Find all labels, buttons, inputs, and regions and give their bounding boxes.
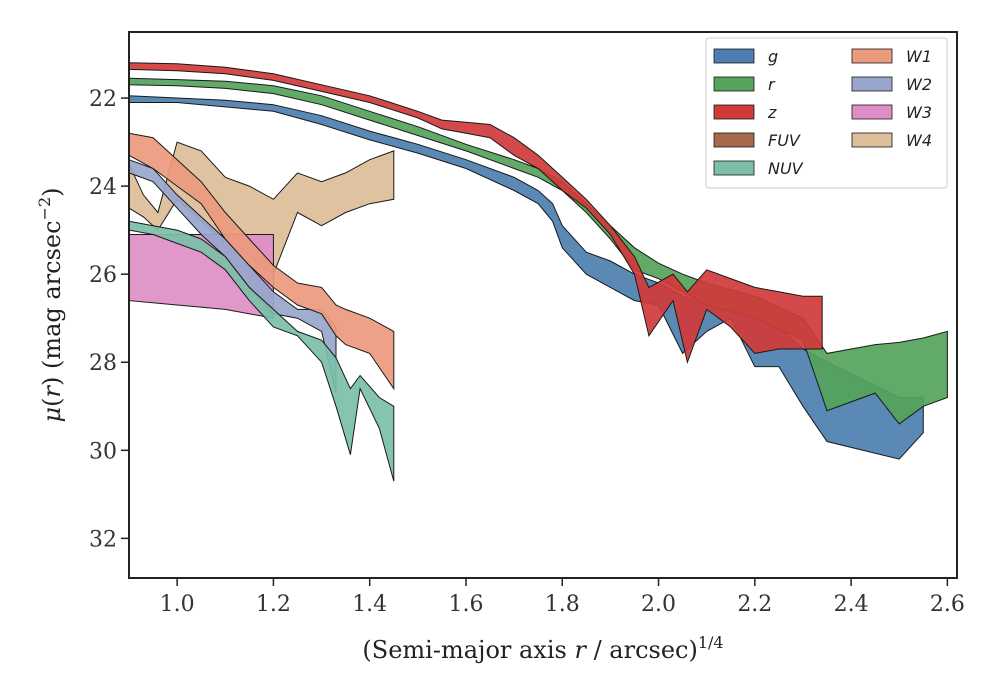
legend-label-z: z (767, 103, 777, 122)
band-layer (128, 62, 948, 482)
y-tick-label: 28 (89, 351, 117, 376)
y-tick-label: 32 (89, 527, 117, 552)
band-r (128, 77, 948, 425)
legend-label-w3: W3 (906, 103, 932, 122)
legend: grz FUV NUV W1 W2 W3 W4 (705, 37, 948, 189)
legend-label-w4: W4 (906, 131, 932, 150)
legend-swatch-w2 (851, 76, 893, 92)
x-tick-label: 1.4 (352, 592, 387, 617)
x-tick-label: 2.2 (737, 592, 772, 617)
legend-label-w1: W1 (906, 47, 932, 66)
x-tick-label: 1.6 (448, 592, 483, 617)
x-tick-label: 2.0 (641, 592, 676, 617)
legend-swatch-nuv (713, 160, 755, 176)
y-axis-label: μ(r) (mag arcsec−2) (35, 187, 66, 422)
legend-swatch-r (713, 76, 755, 92)
band-nuv (128, 220, 395, 482)
legend-label-fuv: FUV (768, 131, 801, 150)
plot-frame (128, 31, 958, 579)
x-axis-label: (Semi-major axis r / arcsec)1/4 (362, 633, 723, 664)
band-g (128, 95, 924, 460)
x-tick-label: 1.8 (545, 592, 580, 617)
band-z (128, 62, 823, 364)
y-tick-label: 30 (89, 439, 117, 464)
y-tick-label: 22 (89, 87, 117, 112)
band-w1 (128, 132, 395, 391)
y-tick-label: 24 (89, 175, 117, 200)
legend-swatch-fuv (713, 132, 755, 148)
legend-frame (705, 37, 948, 189)
legend-swatch-w4 (851, 132, 893, 148)
x-axis: 1.0 1.2 1.4 1.6 1.8 2.0 2.2 2.4 2.6 (160, 578, 965, 617)
x-tick-label: 2.6 (930, 592, 965, 617)
legend-label-nuv: NUV (768, 159, 804, 178)
x-tick-label: 1.2 (256, 592, 291, 617)
legend-swatch-z (713, 104, 755, 120)
y-tick-label: 26 (89, 263, 117, 288)
legend-label-w2: W2 (906, 75, 932, 94)
legend-swatch-w3 (851, 104, 893, 120)
x-tick-label: 2.4 (834, 592, 869, 617)
x-tick-label: 1.0 (160, 592, 195, 617)
legend-swatch-w1 (851, 48, 893, 64)
legend-label-r: r (768, 75, 776, 94)
legend-label-g: g (768, 47, 778, 66)
legend-swatch-g (713, 48, 755, 64)
y-axis: 22 24 26 28 30 32 (89, 87, 129, 552)
